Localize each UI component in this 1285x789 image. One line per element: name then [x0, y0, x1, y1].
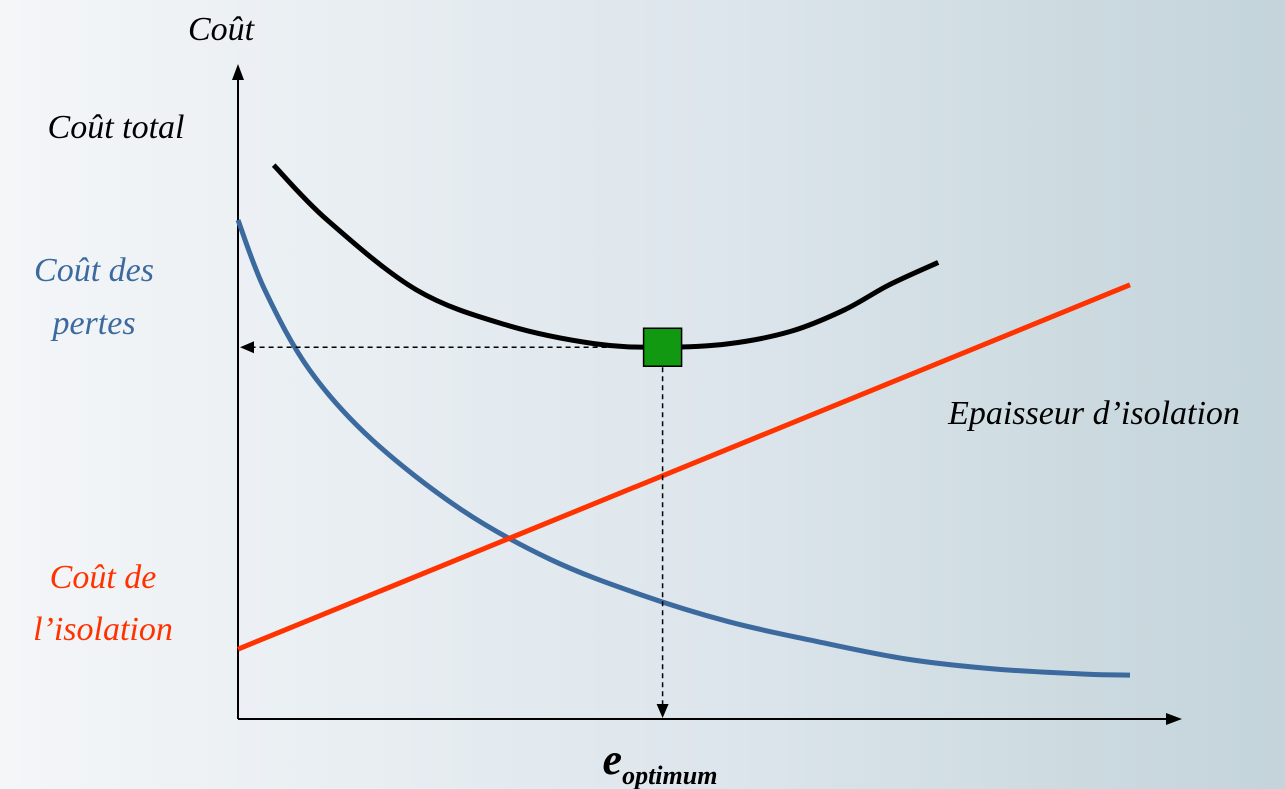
optimum-marker — [642, 327, 683, 367]
y-axis-arrow-icon — [232, 64, 244, 80]
legend-label-cout-des-pertes-line1: Coût des — [34, 252, 154, 289]
x-axis-title: Epaisseur d’isolation — [947, 395, 1240, 432]
guide-down-arrow-icon — [656, 704, 669, 718]
series-line-cout-total — [271, 163, 940, 350]
guide-left-arrow-icon — [240, 341, 254, 354]
optimum-x-label: eoptimum — [603, 735, 718, 789]
series-line-cout-des-pertes — [235, 219, 1131, 678]
optimum-x-label-sub: optimum — [622, 761, 717, 789]
series-line-cout-isolation — [237, 282, 1131, 652]
legend-label-cout-isolation-line2: l’isolation — [33, 611, 173, 648]
legend-label-cout-des-pertes-line2: pertes — [50, 305, 135, 342]
y-axis-title: Coût — [188, 11, 256, 48]
legend-label-cout-isolation-line1: Coût de — [50, 559, 157, 596]
x-axis-arrow-icon — [1166, 713, 1182, 725]
legend-label-cout-total: Coût total — [48, 109, 185, 146]
optimum-x-label-main: e — [603, 735, 623, 784]
